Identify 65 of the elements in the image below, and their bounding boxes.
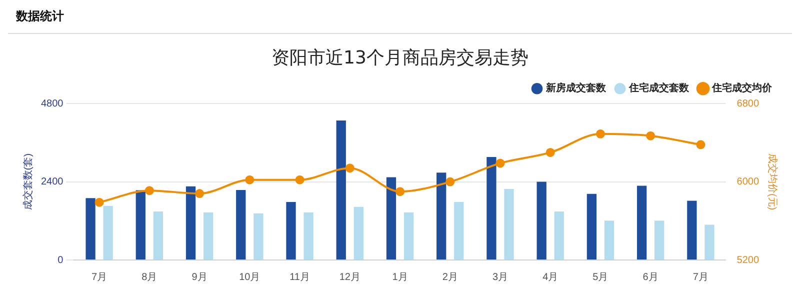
bar <box>304 212 314 260</box>
x-tick-label: 7月 <box>92 272 108 283</box>
point <box>144 186 154 196</box>
y2-tick-label: 5200 <box>736 254 760 266</box>
y-tick-label: 2400 <box>40 176 64 188</box>
chart-title: 资阳市近13个月商品房交易走势 <box>272 47 528 68</box>
y-axis-title: 成交套数(套) <box>22 153 34 210</box>
bar <box>254 213 264 260</box>
x-tick-label: 2月 <box>442 272 458 283</box>
bar <box>404 212 414 260</box>
x-tick-label: 7月 <box>692 272 708 283</box>
bar <box>286 202 296 260</box>
bar <box>336 120 346 260</box>
point <box>195 189 204 198</box>
y2-axis-title: 成交均价(元) <box>766 153 778 210</box>
text: 数据统计 <box>8 8 792 34</box>
x-tick-label: 3月 <box>492 272 508 283</box>
bar <box>586 194 597 260</box>
point <box>245 175 254 184</box>
x-tick-label: 9月 <box>192 272 208 283</box>
x-tick-label: 8月 <box>142 272 158 283</box>
bar <box>203 212 214 260</box>
bar <box>236 190 246 260</box>
point <box>396 187 404 196</box>
y2-tick-label: 6000 <box>736 176 760 188</box>
point <box>345 164 354 173</box>
point <box>596 129 605 138</box>
bar <box>386 177 396 260</box>
x-tick-label: 12月 <box>339 272 360 283</box>
x-tick-label: 11月 <box>290 272 310 283</box>
point <box>546 148 555 157</box>
bar <box>536 182 546 260</box>
x-tick-label: 1月 <box>392 272 408 283</box>
y-tick-label: 0 <box>58 254 64 266</box>
bar <box>504 188 514 260</box>
x-tick-label: 6月 <box>642 272 658 283</box>
y2-tick-label: 6800 <box>736 98 760 110</box>
bar <box>454 202 464 260</box>
bar <box>186 186 196 260</box>
bar <box>103 206 113 260</box>
bar <box>486 157 496 260</box>
bar <box>86 198 96 260</box>
point <box>295 175 304 184</box>
bar <box>554 211 564 260</box>
bar <box>153 211 164 260</box>
bar <box>604 220 614 260</box>
point <box>696 140 706 150</box>
legend-label: 住宅成交套数 <box>628 82 690 94</box>
bar <box>654 220 664 260</box>
legend-label: 住宅成交均价 <box>711 82 773 94</box>
bar <box>687 200 697 260</box>
legend-label: 新房成交套数 <box>545 82 607 94</box>
bar <box>436 172 446 260</box>
bar <box>704 224 714 260</box>
x-tick-label: 10月 <box>239 272 260 283</box>
point <box>496 158 505 168</box>
x-tick-label: 4月 <box>542 272 558 283</box>
bar <box>136 190 146 260</box>
bar <box>354 206 364 260</box>
y-tick-label: 4800 <box>40 98 64 110</box>
bar <box>636 186 647 260</box>
point <box>94 198 104 207</box>
point <box>446 177 455 186</box>
x-tick-label: 5月 <box>592 272 608 283</box>
point <box>646 131 656 140</box>
